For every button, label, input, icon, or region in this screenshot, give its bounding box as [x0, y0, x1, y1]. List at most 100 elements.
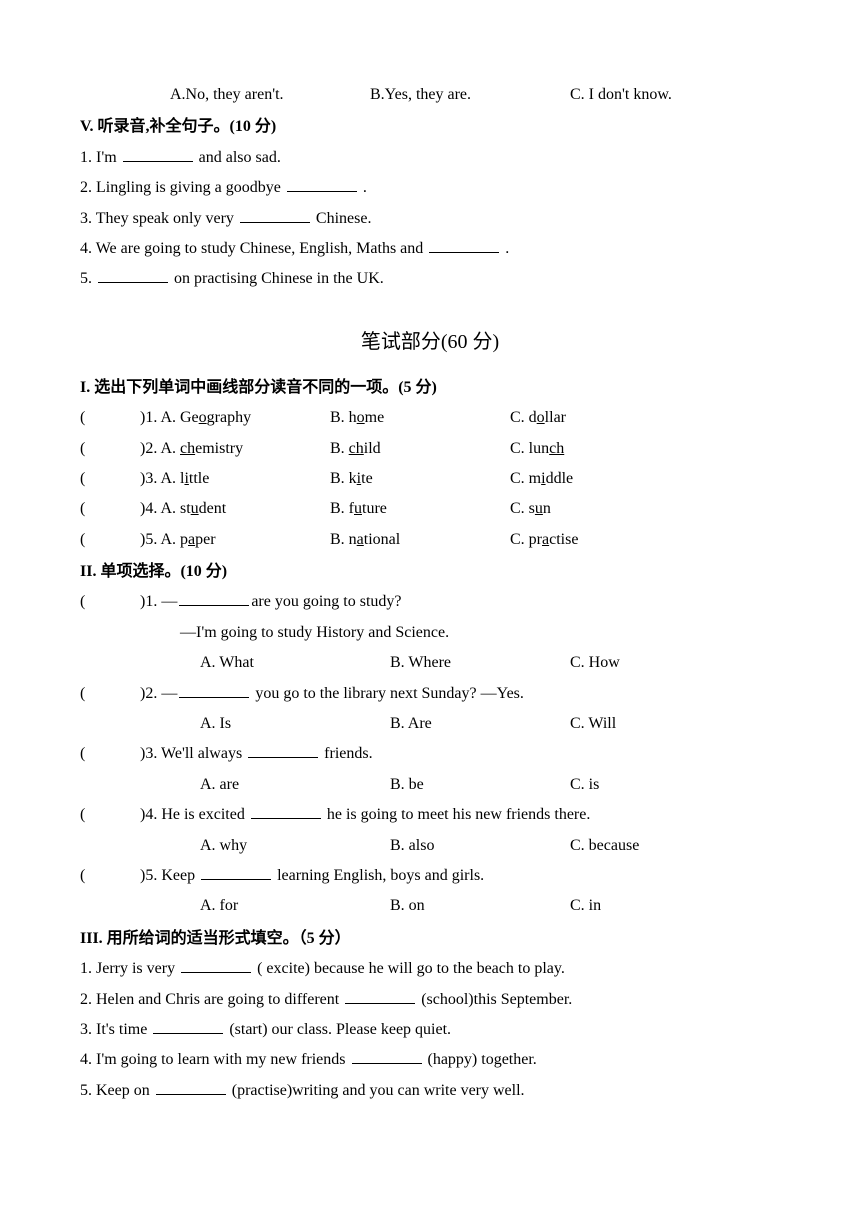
- siii-q2: 2. Helen and Chris are going to differen…: [80, 985, 780, 1015]
- sv-q2-pre: 2. Lingling is giving a goodbye: [80, 179, 285, 196]
- paren: (: [80, 494, 140, 524]
- blank: [156, 1079, 226, 1095]
- phonics-row: ()3. A. littleB. kiteC. middle: [80, 464, 780, 494]
- option-c: C. I don't know.: [570, 80, 720, 110]
- blank: [248, 742, 318, 758]
- section-i-title: I. 选出下列单词中画线部分读音不同的一项。(5 分): [80, 373, 780, 403]
- siii-q3: 3. It's time (start) our class. Please k…: [80, 1015, 780, 1045]
- option-a: A.No, they aren't.: [170, 80, 370, 110]
- opt-a: A. why: [200, 831, 390, 861]
- opt-b: B. home: [330, 403, 510, 433]
- sii-q3-opts: A. are B. be C. is: [80, 770, 780, 800]
- siii-q1: 1. Jerry is very ( excite) because he wi…: [80, 954, 780, 984]
- blank: [240, 207, 310, 223]
- opt-c: C. dollar: [510, 403, 660, 433]
- paren: (: [80, 861, 140, 891]
- sii-q2-opts: A. Is B. Are C. Will: [80, 709, 780, 739]
- blank: [98, 267, 168, 283]
- opt-a: )2. A. chemistry: [140, 434, 330, 464]
- siii-q5: 5. Keep on (practise)writing and you can…: [80, 1076, 780, 1106]
- opt-b: B. also: [390, 831, 570, 861]
- sii-q5-opts: A. for B. on C. in: [80, 891, 780, 921]
- option-b: B.Yes, they are.: [370, 80, 570, 110]
- opt-c: C. is: [570, 770, 720, 800]
- blank: [287, 176, 357, 192]
- sv-q3-post: Chinese.: [312, 210, 372, 227]
- blank: [181, 957, 251, 973]
- blank: [123, 146, 193, 162]
- written-section-title: 笔试部分(60 分): [80, 323, 780, 361]
- sv-q2-post: .: [359, 179, 367, 196]
- blank: [153, 1018, 223, 1034]
- sii-q1-text: )1. —are you going to study?: [140, 587, 780, 617]
- paren: (: [80, 525, 140, 555]
- top-option-row: A.No, they aren't. B.Yes, they are. C. I…: [80, 80, 780, 110]
- sii-q3: ( )3. We'll always friends.: [80, 739, 780, 769]
- opt-c: C. Will: [570, 709, 720, 739]
- opt-b: B. kite: [330, 464, 510, 494]
- opt-c: C. middle: [510, 464, 660, 494]
- opt-a: )3. A. little: [140, 464, 330, 494]
- sv-q5-pre: 5.: [80, 270, 96, 287]
- opt-c: C. because: [570, 831, 720, 861]
- blank: [251, 803, 321, 819]
- opt-c: C. in: [570, 891, 720, 921]
- opt-b: B. be: [390, 770, 570, 800]
- section-v-title: V. 听录音,补全句子。(10 分): [80, 112, 780, 142]
- opt-c: C. How: [570, 648, 720, 678]
- paren: (: [80, 464, 140, 494]
- sv-q1: 1. I'm and also sad.: [80, 143, 780, 173]
- opt-a: A. Is: [200, 709, 390, 739]
- blank: [201, 864, 271, 880]
- opt-b: B. child: [330, 434, 510, 464]
- sv-q5: 5. on practising Chinese in the UK.: [80, 264, 780, 294]
- sv-q4: 4. We are going to study Chinese, Englis…: [80, 234, 780, 264]
- section-iii-title: III. 用所给词的适当形式填空。（5 分）: [80, 924, 780, 954]
- paren: (: [80, 403, 140, 433]
- opt-a: )5. A. paper: [140, 525, 330, 555]
- sv-q3-pre: 3. They speak only very: [80, 210, 238, 227]
- siii-q4: 4. I'm going to learn with my new friend…: [80, 1045, 780, 1075]
- opt-b: B. Are: [390, 709, 570, 739]
- opt-a: A. are: [200, 770, 390, 800]
- sii-q5: ( )5. Keep learning English, boys and gi…: [80, 861, 780, 891]
- sv-q1-post: and also sad.: [195, 149, 281, 166]
- paren: (: [80, 679, 140, 709]
- sii-q5-text: )5. Keep learning English, boys and girl…: [140, 861, 780, 891]
- sv-q2: 2. Lingling is giving a goodbye .: [80, 173, 780, 203]
- sii-q4-opts: A. why B. also C. because: [80, 831, 780, 861]
- blank: [345, 988, 415, 1004]
- opt-b: B. future: [330, 494, 510, 524]
- blank: [179, 590, 249, 606]
- sii-q2: ( )2. — you go to the library next Sunda…: [80, 679, 780, 709]
- paren: (: [80, 434, 140, 464]
- paren: (: [80, 587, 140, 617]
- opt-c: C. sun: [510, 494, 660, 524]
- opt-c: C. lunch: [510, 434, 660, 464]
- sii-q4-text: )4. He is excited he is going to meet hi…: [140, 800, 780, 830]
- phonics-row: ()1. A. GeographyB. homeC. dollar: [80, 403, 780, 433]
- blank: [179, 682, 249, 698]
- sv-q4-post: .: [501, 240, 509, 257]
- sv-q3: 3. They speak only very Chinese.: [80, 204, 780, 234]
- opt-a: )1. A. Geography: [140, 403, 330, 433]
- opt-b: B. national: [330, 525, 510, 555]
- paren: (: [80, 739, 140, 769]
- paren: (: [80, 800, 140, 830]
- opt-b: B. on: [390, 891, 570, 921]
- blank: [429, 237, 499, 253]
- opt-a: )4. A. student: [140, 494, 330, 524]
- sii-q1-opts: A. What B. Where C. How: [80, 648, 780, 678]
- phonics-row: ()4. A. studentB. futureC. sun: [80, 494, 780, 524]
- blank: [352, 1048, 422, 1064]
- opt-b: B. Where: [390, 648, 570, 678]
- phonics-row: ()5. A. paperB. nationalC. practise: [80, 525, 780, 555]
- sii-q2-text: )2. — you go to the library next Sunday?…: [140, 679, 780, 709]
- sii-q1: ( )1. —are you going to study?: [80, 587, 780, 617]
- sii-q4: ( )4. He is excited he is going to meet …: [80, 800, 780, 830]
- opt-a: A. What: [200, 648, 390, 678]
- opt-c: C. practise: [510, 525, 660, 555]
- sv-q5-post: on practising Chinese in the UK.: [170, 270, 384, 287]
- sv-q4-pre: 4. We are going to study Chinese, Englis…: [80, 240, 427, 257]
- opt-a: A. for: [200, 891, 390, 921]
